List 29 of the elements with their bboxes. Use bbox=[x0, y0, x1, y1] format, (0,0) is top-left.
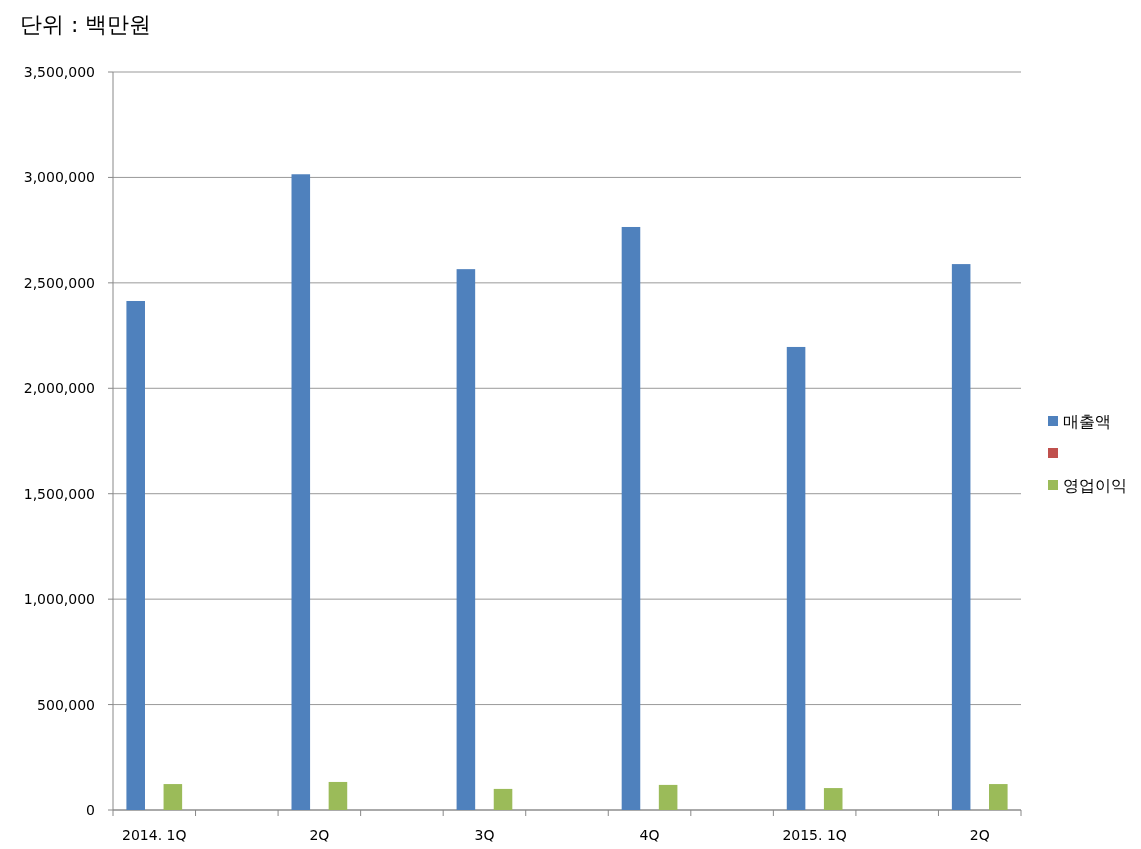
y-tick-label: 500,000 bbox=[37, 696, 95, 713]
y-tick-label: 3,000,000 bbox=[23, 169, 95, 186]
bar bbox=[621, 226, 641, 810]
bar bbox=[493, 788, 513, 810]
chart-title: 단위 : 백만원 bbox=[20, 12, 152, 37]
bar bbox=[291, 174, 311, 810]
x-tick-label: 2015. 1Q bbox=[782, 827, 847, 843]
legend-label: 매출액 bbox=[1063, 412, 1111, 431]
x-tick-label: 2Q bbox=[309, 827, 330, 843]
bar bbox=[126, 300, 145, 810]
bar bbox=[163, 784, 183, 810]
bar bbox=[989, 784, 1008, 810]
bar bbox=[823, 788, 843, 810]
x-tick-label: 4Q bbox=[639, 827, 660, 843]
bar bbox=[456, 269, 476, 810]
y-tick-label: 0 bbox=[86, 802, 95, 818]
x-tick-label: 3Q bbox=[474, 827, 495, 843]
x-tick-label: 2014. 1Q bbox=[122, 827, 187, 843]
bar bbox=[328, 781, 348, 810]
x-tick-label: 2Q bbox=[969, 827, 990, 843]
bar bbox=[658, 784, 678, 810]
bar bbox=[786, 346, 806, 810]
legend-label: 영업이익 bbox=[1063, 476, 1127, 495]
y-tick-label: 1,500,000 bbox=[23, 485, 95, 502]
bar bbox=[951, 264, 971, 810]
y-tick-label: 1,000,000 bbox=[23, 591, 95, 608]
y-tick-label: 3,500,000 bbox=[23, 64, 95, 80]
y-tick-label: 2,500,000 bbox=[23, 274, 95, 291]
y-tick-label: 2,000,000 bbox=[23, 380, 95, 397]
